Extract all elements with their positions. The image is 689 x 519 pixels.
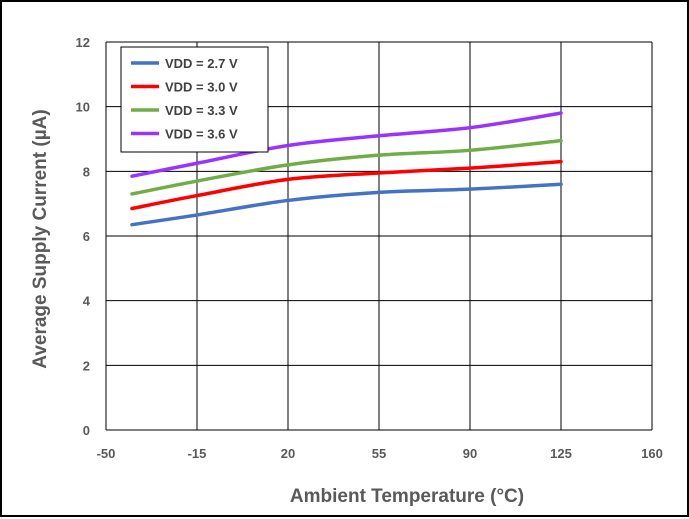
x-tick-label: 160: [641, 446, 663, 461]
y-tick-label: 4: [83, 294, 91, 309]
y-axis-title: Average Supply Current (µA): [30, 109, 51, 368]
y-tick-label: 0: [83, 423, 90, 438]
y-tick-label: 10: [76, 100, 90, 115]
legend-label: VDD = 3.3 V: [165, 103, 238, 118]
x-axis-title: Ambient Temperature (°C): [290, 486, 524, 507]
x-tick-label: 125: [550, 446, 572, 461]
legend-label: VDD = 3.0 V: [165, 80, 238, 95]
x-tick-label: -50: [97, 446, 116, 461]
legend-label: VDD = 2.7 V: [165, 56, 238, 71]
legend-label: VDD = 3.6 V: [165, 127, 238, 142]
series-line-1: [132, 184, 561, 224]
series-line-2: [132, 162, 561, 209]
x-tick-label: 20: [281, 446, 295, 461]
y-tick-label: 2: [83, 358, 90, 373]
legend: VDD = 2.7 V VDD = 3.0 V VDD = 3.3 V VDD = 3…: [121, 47, 268, 152]
x-tick-label: -15: [188, 446, 207, 461]
y-tick-label: 6: [83, 229, 90, 244]
y-tick-label: 12: [76, 35, 90, 50]
x-tick-label: 55: [372, 446, 386, 461]
y-tick-label: 8: [83, 164, 90, 179]
x-tick-label: 90: [463, 446, 477, 461]
